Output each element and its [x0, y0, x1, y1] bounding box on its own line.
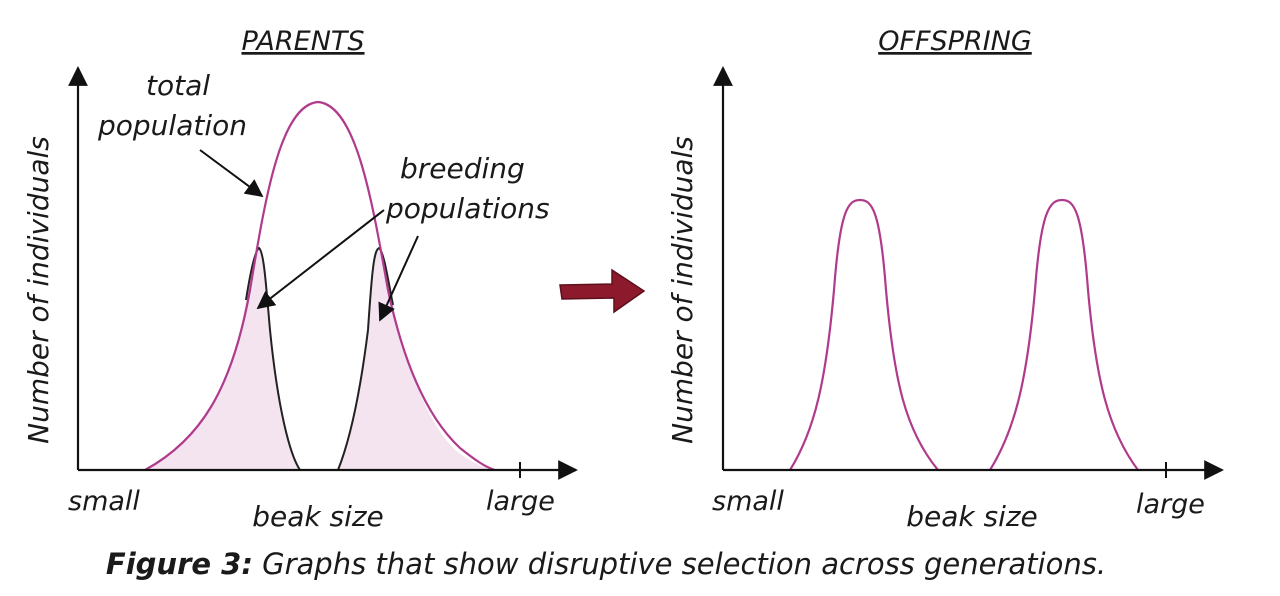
offspring-left-curve: [789, 198, 939, 471]
total-population-label-line2: population: [97, 109, 247, 142]
parents-y-axis-label: Number of individuals: [22, 136, 55, 444]
breeding-population-left-fill: [145, 248, 300, 470]
total-population-pointer: [199, 149, 264, 198]
offspring-panel: OFFSPRING Number of individuals small la…: [666, 26, 1224, 533]
generation-arrow: [559, 268, 646, 314]
offspring-x-large-label: large: [1136, 489, 1205, 520]
parents-x-small-label: small: [68, 486, 140, 517]
offspring-y-axis-label: Number of individuals: [666, 136, 699, 444]
parents-panel: PARENTS total population breeding popula…: [22, 26, 578, 533]
parents-x-axis-label: beak size: [252, 500, 384, 533]
breeding-populations-label-line1: breeding: [400, 152, 525, 185]
caption-label: Figure 3:: [106, 547, 253, 581]
breeding-populations-label-line2: populations: [385, 192, 550, 225]
parents-x-large-label: large: [486, 486, 555, 517]
breeding-left-pointer: [256, 209, 385, 310]
breeding-right-pointer: [378, 235, 419, 322]
caption-text: Graphs that show disruptive selection ac…: [253, 547, 1106, 581]
total-population-label-line1: total: [146, 69, 210, 102]
figure-caption: Figure 3: Graphs that show disruptive se…: [106, 547, 1106, 581]
offspring-x-axis-label: beak size: [906, 500, 1038, 533]
breeding-population-right-fill: [338, 248, 495, 470]
offspring-x-small-label: small: [712, 486, 784, 517]
offspring-title: OFFSPRING: [878, 26, 1032, 57]
parents-title: PARENTS: [241, 26, 364, 57]
breeding-population-right-curve: [337, 246, 394, 471]
total-population-curve: [144, 100, 496, 472]
offspring-right-curve: [989, 198, 1139, 471]
